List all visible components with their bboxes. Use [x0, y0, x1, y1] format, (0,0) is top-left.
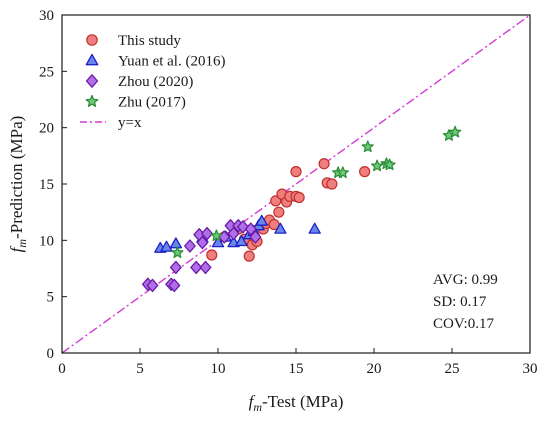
data-point-triangle-1-13	[308, 222, 321, 234]
data-point-diamond-2-10	[201, 226, 213, 241]
data-point-circle-0-18	[293, 191, 305, 204]
data-point-diamond-2-9	[199, 260, 212, 275]
data-point-diamond-2-3	[168, 278, 181, 293]
y-tick-label-4: 20	[39, 121, 54, 137]
stats-box: AVG: 0.99 SD: 0.17 COV:0.17	[433, 272, 498, 332]
data-point-triangle-1-11	[255, 214, 268, 226]
data-point-diamond-2-13	[227, 226, 240, 241]
axis-titles: fm-Test (MPa) fm-Prediction (MPa)	[7, 116, 343, 414]
data-point-circle-0-21	[326, 178, 338, 190]
data-point-star-3-1	[210, 229, 223, 242]
data-point-circle-0-12	[273, 206, 285, 218]
data-point-star-3-7	[383, 158, 396, 171]
legend-marker-star	[85, 94, 99, 107]
data-point-diamond-2-4	[169, 260, 182, 275]
legend-label-3: Zhu (2017)	[118, 95, 186, 111]
x-tick-label-0: 0	[58, 361, 66, 377]
data-point-triangle-1-2	[169, 237, 183, 249]
legend: This study Yuan et al. (2016) Zhou (2020) Z…	[80, 33, 225, 131]
data-point-star-3-5	[371, 159, 384, 172]
data-point-diamond-2-16	[244, 222, 257, 236]
data-point-circle-0-17	[290, 166, 302, 178]
y-tick-label-2: 10	[39, 233, 54, 249]
axes-layer: 0 5 10 15 20 25 30 0 5 10 15 20 25 30	[39, 8, 538, 377]
y-tick-label-3: 15	[39, 177, 54, 193]
legend-label-0: This study	[118, 33, 181, 49]
stat-line-2: COV:0.17	[433, 316, 494, 332]
x-tick-label-5: 25	[445, 361, 460, 377]
legend-marker-circle	[86, 34, 98, 46]
data-point-star-3-4	[361, 140, 374, 153]
data-point-star-3-3	[336, 166, 349, 179]
legend-marker-triangle	[85, 53, 99, 66]
data-point-triangle-1-12	[274, 222, 287, 234]
y-tick-label-1: 5	[47, 290, 55, 306]
data-point-star-3-9	[449, 125, 462, 138]
data-point-circle-0-11	[270, 195, 282, 207]
y-tick-label-6: 30	[39, 8, 54, 24]
x-tick-label-2: 10	[211, 361, 226, 377]
x-tick-label-4: 20	[367, 361, 382, 377]
stat-line-0: AVG: 0.99	[433, 272, 498, 288]
legend-label-reference-line: y=x	[118, 115, 142, 131]
data-point-diamond-2-1	[146, 278, 159, 293]
y-axis-title: fm-Prediction (MPa)	[7, 116, 29, 253]
reference-line-layer	[61, 14, 531, 354]
x-axis-title: fm-Test (MPa)	[249, 392, 344, 414]
legend-label-1: Yuan et al. (2016)	[118, 54, 225, 70]
legend-label-2: Zhou (2020)	[118, 74, 193, 90]
data-point-diamond-2-17	[249, 230, 262, 244]
x-tick-label-1: 5	[136, 361, 144, 377]
y-tick-label-0: 0	[47, 346, 55, 362]
stat-line-1: SD: 0.17	[433, 294, 487, 310]
data-point-circle-0-22	[359, 166, 371, 178]
data-point-diamond-2-5	[184, 239, 196, 253]
data-point-diamond-2-6	[190, 260, 203, 275]
y-tick-label-5: 25	[39, 64, 54, 80]
data-point-star-3-0	[171, 246, 184, 259]
reference-line-y-equals-x	[61, 14, 531, 354]
data-point-circle-0-0	[206, 249, 218, 261]
x-tick-label-3: 15	[289, 361, 304, 377]
x-tick-label-6: 30	[523, 361, 538, 377]
data-point-triangle-1-1	[160, 240, 173, 252]
data-point-circle-0-19	[318, 158, 330, 170]
data-point-triangle-1-4	[211, 236, 225, 248]
data-point-circle-0-4	[243, 250, 255, 262]
legend-marker-diamond	[85, 74, 99, 88]
data-point-triangle-1-7	[235, 235, 248, 247]
data-points-layer	[141, 125, 462, 293]
data-point-diamond-2-8	[196, 235, 209, 250]
